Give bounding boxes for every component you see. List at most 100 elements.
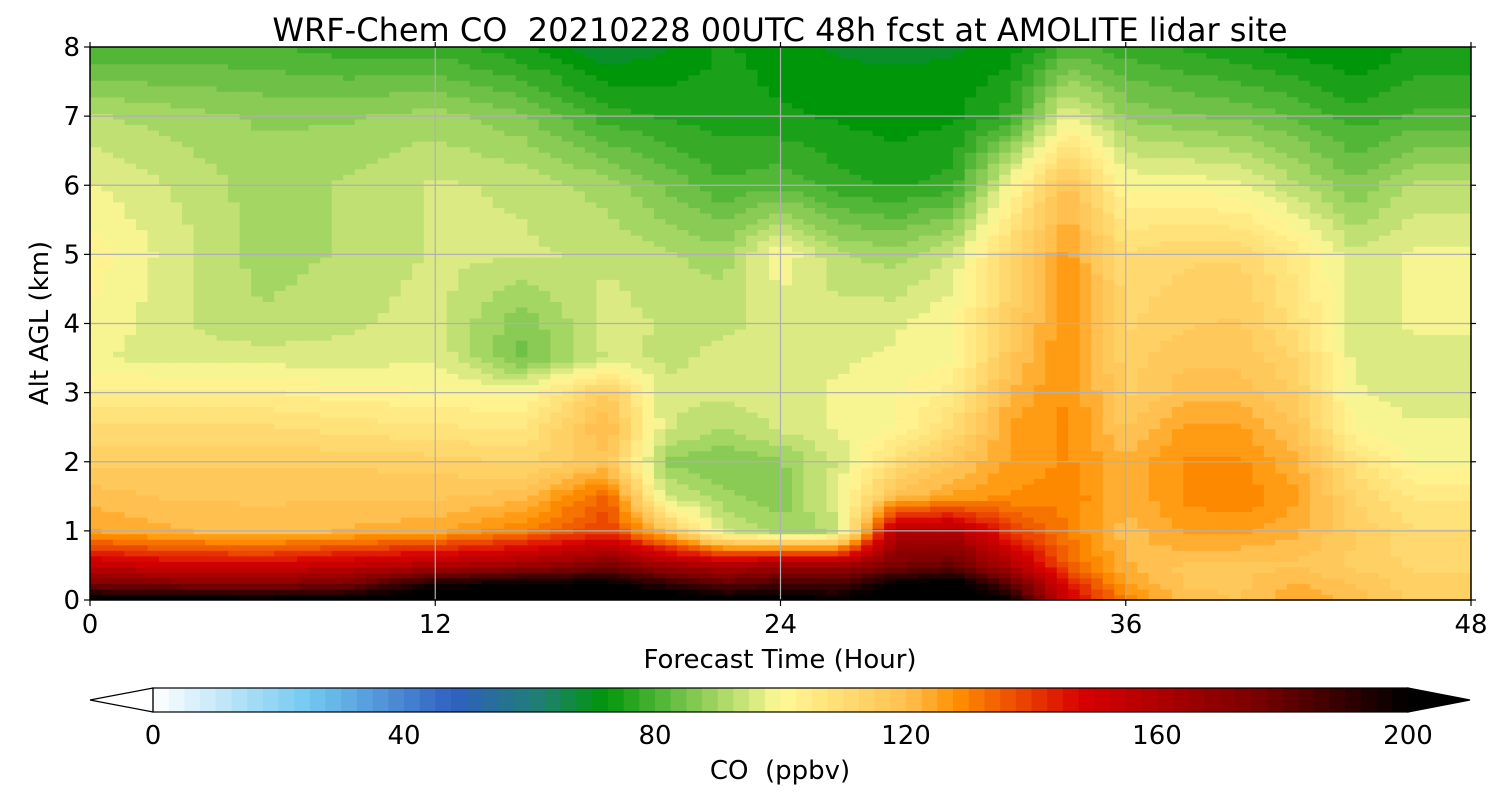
contour-cell [492,517,505,524]
contour-cell [895,445,908,452]
contour-cell [193,544,206,551]
contour-cell [1206,505,1219,513]
contour-cell [1022,544,1035,551]
contour-cell [354,467,367,474]
contour-cell [251,411,264,419]
contour-cell [699,511,713,518]
contour-cell [1367,395,1380,402]
contour-cell [377,373,390,380]
contour-cell [607,550,620,557]
contour-cell [1045,384,1058,391]
contour-cell [550,428,563,435]
contour-cell [262,572,275,579]
contour-cell [1160,500,1173,507]
contour-cell [527,478,540,485]
contour-cell [1217,384,1230,391]
contour-cell [1033,500,1046,507]
contour-cell [1252,406,1265,413]
contour-cell [653,467,667,474]
contour-cell [987,450,1000,457]
contour-cell [90,411,103,419]
contour-cell [343,566,356,573]
contour-cell [757,555,770,562]
contour-cell [872,378,885,385]
contour-cell [1206,417,1219,424]
contour-cell [630,450,643,457]
contour-cell [872,384,885,391]
contour-cell [780,517,793,524]
contour-cell [1332,500,1346,507]
contour-cell [964,439,977,446]
contour-cell [1148,566,1161,573]
contour-cell [1160,544,1173,551]
contour-cell [1309,500,1322,507]
contour-cell [101,472,114,479]
contour-cell [481,434,494,441]
contour-cell [930,461,943,468]
contour-cell [1401,467,1415,474]
contour-cell [147,395,160,402]
contour-cell [653,505,667,513]
contour-cell [1355,544,1369,551]
contour-cell [481,411,494,419]
contour-cell [1056,439,1069,446]
contour-cell [780,577,793,585]
contour-cell [538,450,551,457]
contour-cell [216,511,229,518]
contour-cell [584,367,597,374]
contour-cell [1148,400,1161,408]
contour-cell [481,439,494,446]
contour-cell [262,583,275,590]
contour-cell [1298,450,1311,457]
contour-cell [768,588,782,596]
contour-cell [1033,384,1046,391]
contour-cell [1436,555,1449,562]
contour-cell [1125,594,1138,600]
contour-cell [1413,555,1426,562]
contour-cell [676,505,690,513]
contour-cell [297,483,310,490]
contour-cell [803,472,816,479]
contour-cell [90,367,103,374]
contour-cell [193,539,206,546]
contour-cell [1045,566,1058,573]
contour-cell [768,467,782,474]
contour-cell [469,489,482,496]
contour-cell [953,500,966,507]
contour-cell [838,539,851,546]
contour-cell [90,539,103,546]
contour-cell [1263,489,1276,496]
contour-cell [1056,373,1069,380]
contour-cell [400,400,413,408]
contour-cell [297,400,310,408]
contour-cell [941,417,954,424]
contour-cell [1263,511,1276,518]
contour-cell [458,461,471,468]
contour-cell [1401,561,1415,568]
contour-cell [90,566,103,573]
contour-cell [1298,434,1311,441]
contour-cell [1367,472,1380,479]
contour-cell [1125,561,1138,568]
contour-cell [492,505,505,513]
contour-cell [193,428,206,435]
contour-cell [1056,555,1069,562]
contour-cell [1033,439,1046,446]
contour-cell [538,373,551,380]
contour-cell [1217,373,1230,380]
contour-cell [538,572,551,579]
contour-cell [481,445,494,452]
contour-cell [412,400,425,408]
contour-cell [642,461,655,468]
contour-cell [1424,577,1438,585]
contour-cell [757,511,770,518]
contour-cell [446,550,459,557]
contour-cell [1148,533,1161,540]
contour-cell [320,517,333,524]
contour-cell [768,406,782,413]
contour-cell [861,467,874,474]
contour-cell [1183,533,1196,540]
contour-cell [1252,450,1265,457]
contour-cell [458,494,471,502]
contour-cell [1355,550,1369,557]
